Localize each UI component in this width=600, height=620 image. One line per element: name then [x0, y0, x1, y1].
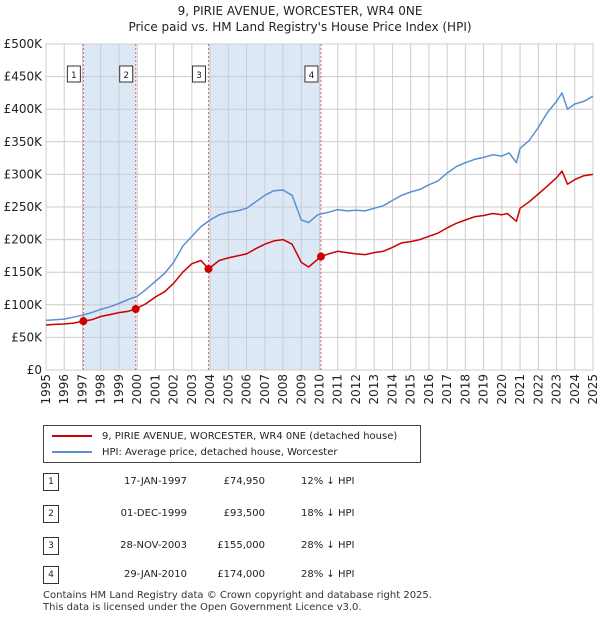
legend-item-hpi: HPI: Average price, detached house, Worc… [52, 444, 337, 460]
x-tick-label: 2011 [331, 374, 345, 405]
x-tick-label: 2004 [203, 374, 217, 405]
x-tick-label: 2022 [531, 374, 545, 405]
y-tick-label: £100K [4, 298, 44, 312]
sale-number-badge: 1 [43, 473, 59, 491]
x-tick-label: 2023 [550, 374, 564, 405]
x-tick-label: 1999 [112, 374, 126, 405]
y-tick-label: £200K [4, 233, 44, 247]
x-tick-label: 2010 [313, 374, 327, 405]
sale-hpi-diff: 28% ↓ HPI [301, 540, 355, 551]
x-tick-label: 2005 [221, 374, 235, 405]
x-tick-label: 2013 [367, 374, 381, 405]
sale-price: £93,500 [223, 508, 265, 519]
sale-number-badge: 3 [43, 537, 59, 555]
footer-license: This data is licensed under the Open Gov… [43, 602, 362, 613]
x-tick-label: 2015 [404, 374, 418, 405]
x-tick-label: 2008 [276, 374, 290, 405]
sale-date: 01-DEC-1999 [120, 508, 187, 519]
chart-legend: 9, PIRIE AVENUE, WORCESTER, WR4 0NE (det… [43, 425, 421, 463]
x-tick-label: 2019 [477, 374, 491, 405]
plot-area-border [45, 43, 594, 371]
x-tick-label: 2006 [240, 374, 254, 405]
y-tick-label: £450K [4, 70, 44, 84]
legend-label-hpi: HPI: Average price, detached house, Worc… [102, 446, 338, 458]
x-tick-label: 1995 [39, 374, 53, 405]
x-tick-label: 2002 [167, 374, 181, 405]
y-tick-label: £250K [4, 200, 44, 214]
x-tick-label: 1998 [94, 374, 108, 405]
x-tick-label: 2012 [349, 374, 363, 405]
chart-subtitle: Price paid vs. HM Land Registry's House … [128, 20, 472, 34]
x-tick-label: 2020 [495, 374, 509, 405]
sale-label-box-1 [66, 65, 81, 83]
sale-label-box-3 [191, 65, 206, 83]
sale-hpi-diff: 28% ↓ HPI [301, 569, 355, 580]
x-tick-label: 2017 [440, 374, 454, 405]
sale-hpi-diff: 18% ↓ HPI [301, 508, 355, 519]
sale-point-1 [79, 317, 88, 326]
sale-price: £155,000 [217, 540, 265, 551]
sale-number-badge: 2 [43, 505, 59, 523]
sale-date: 28-NOV-2003 [120, 540, 187, 551]
x-tick-label: 2003 [185, 374, 199, 405]
y-tick-label: £350K [4, 135, 44, 149]
sale-number-badge: 4 [43, 566, 59, 584]
x-tick-label: 2001 [148, 374, 162, 405]
x-tick-label: 1996 [57, 374, 71, 405]
y-tick-label: £150K [4, 265, 44, 279]
y-tick-label: £50K [11, 330, 43, 344]
sale-label-2: 2 [123, 71, 129, 81]
sale-price: £174,000 [217, 569, 265, 580]
hpi-line [45, 92, 594, 322]
x-tick-label: 2024 [568, 374, 582, 405]
sale-label-box-2 [119, 65, 134, 83]
x-tick-label: 2025 [586, 374, 600, 405]
sale-date: 29-JAN-2010 [123, 569, 187, 580]
y-tick-label: £400K [4, 102, 44, 116]
sale-point-3 [204, 264, 213, 273]
x-tick-label: 2007 [258, 374, 272, 405]
legend-item-property: 9, PIRIE AVENUE, WORCESTER, WR4 0NE (det… [52, 428, 397, 444]
sale-label-box-4 [304, 65, 319, 83]
x-tick-label: 2014 [385, 374, 399, 405]
sale-label-3: 3 [196, 71, 202, 81]
x-tick-label: 2018 [458, 374, 472, 405]
footer-note: Contains HM Land Registry data © Crown c… [43, 590, 432, 614]
price-chart: £0 £50K £100K £150K £200K £250K £300K £350K £400… [4, 37, 600, 405]
x-tick-label: 2000 [130, 374, 144, 405]
legend-label-property: 9, PIRIE AVENUE, WORCESTER, WR4 0NE (det… [102, 430, 398, 442]
y-tick-label: £500K [4, 37, 44, 51]
legend-swatch-hpi [52, 451, 92, 453]
x-tick-label: 2009 [294, 374, 308, 405]
sale-point-4 [316, 252, 325, 261]
x-tick-label: 2021 [513, 374, 527, 405]
chart-title: 9, PIRIE AVENUE, WORCESTER, WR4 0NE [177, 4, 423, 18]
x-tick-label: 1997 [75, 374, 89, 405]
y-tick-label: £300K [4, 167, 44, 181]
legend-swatch-property [52, 435, 92, 437]
x-tick-label: 2016 [422, 374, 436, 405]
sale-point-2 [131, 305, 140, 314]
sale-date: 17-JAN-1997 [123, 476, 187, 487]
footer-copyright: Contains HM Land Registry data © Crown c… [43, 590, 432, 601]
y-tick-label: £0 [27, 363, 42, 377]
sale-label-1: 1 [71, 71, 77, 81]
sale-label-4: 4 [309, 71, 315, 81]
sale-price: £74,950 [223, 476, 265, 487]
sale-hpi-diff: 12% ↓ HPI [301, 476, 355, 487]
